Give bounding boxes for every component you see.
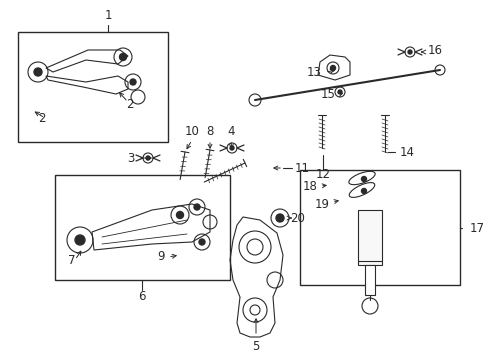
Bar: [364, 265, 374, 295]
Circle shape: [275, 214, 284, 222]
Circle shape: [34, 68, 42, 76]
Circle shape: [176, 211, 183, 218]
Text: 2: 2: [126, 99, 134, 111]
Text: 3: 3: [127, 151, 135, 165]
Text: 8: 8: [206, 125, 213, 138]
Bar: [18, 32, 167, 142]
Circle shape: [75, 235, 85, 245]
Text: 7: 7: [68, 253, 76, 266]
Text: 5: 5: [252, 340, 259, 353]
Text: 13: 13: [306, 65, 321, 79]
Circle shape: [198, 239, 205, 245]
Circle shape: [361, 176, 366, 181]
Text: 14: 14: [399, 146, 414, 159]
Text: 19: 19: [314, 197, 329, 211]
Text: 10: 10: [184, 125, 199, 138]
Circle shape: [146, 156, 150, 160]
Text: 12: 12: [315, 168, 330, 181]
Text: 15: 15: [320, 89, 335, 101]
Text: 17: 17: [469, 221, 484, 235]
Bar: [300, 170, 459, 285]
Text: 11: 11: [294, 161, 309, 175]
Circle shape: [330, 65, 335, 70]
Circle shape: [407, 50, 411, 54]
Text: 20: 20: [289, 211, 304, 225]
Bar: [55, 175, 229, 280]
Text: 1: 1: [104, 9, 111, 22]
Circle shape: [337, 90, 341, 94]
Circle shape: [194, 204, 199, 210]
Circle shape: [229, 146, 233, 150]
Text: 2: 2: [38, 111, 45, 125]
Text: 16: 16: [427, 44, 442, 56]
Text: 6: 6: [138, 290, 146, 303]
Circle shape: [361, 188, 366, 193]
Circle shape: [130, 79, 136, 85]
Text: 4: 4: [227, 125, 234, 138]
Circle shape: [119, 54, 126, 60]
Bar: [357, 210, 381, 265]
Text: 18: 18: [302, 180, 318, 192]
Text: 9: 9: [157, 251, 165, 263]
